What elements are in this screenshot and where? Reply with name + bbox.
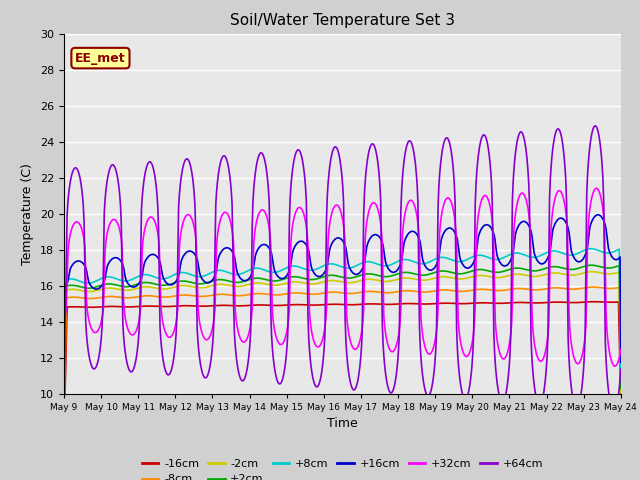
+2cm: [127, 283, 135, 289]
-16cm: [214, 302, 221, 308]
Line: +32cm: +32cm: [64, 188, 621, 446]
-2cm: [426, 276, 434, 282]
+64cm: [426, 390, 434, 396]
Line: +16cm: +16cm: [64, 215, 621, 384]
+16cm: [617, 360, 625, 365]
+64cm: [60, 451, 68, 456]
+2cm: [60, 398, 68, 404]
Line: +64cm: +64cm: [64, 126, 621, 454]
+2cm: [214, 277, 221, 283]
+32cm: [60, 444, 68, 449]
-16cm: [184, 303, 192, 309]
+64cm: [70, 166, 78, 172]
Line: -8cm: -8cm: [64, 287, 621, 436]
Line: -16cm: -16cm: [64, 302, 621, 440]
-8cm: [617, 380, 625, 386]
-8cm: [589, 284, 596, 290]
+16cm: [426, 267, 434, 273]
+8cm: [214, 268, 221, 274]
+8cm: [410, 259, 418, 264]
Legend: -16cm, -8cm, -2cm, +2cm, +8cm, +16cm, +32cm, +64cm: -16cm, -8cm, -2cm, +2cm, +8cm, +16cm, +3…: [138, 455, 547, 480]
+2cm: [410, 271, 418, 276]
+16cm: [184, 249, 192, 254]
+32cm: [426, 351, 434, 357]
-8cm: [410, 288, 418, 294]
+32cm: [410, 201, 418, 207]
-16cm: [410, 301, 418, 307]
+8cm: [617, 376, 625, 382]
-8cm: [426, 289, 434, 295]
+64cm: [184, 156, 192, 162]
+16cm: [70, 260, 78, 266]
+2cm: [70, 283, 78, 288]
+8cm: [60, 395, 68, 400]
Line: -2cm: -2cm: [64, 272, 621, 404]
X-axis label: Time: Time: [327, 417, 358, 430]
+32cm: [592, 185, 600, 191]
-16cm: [127, 304, 135, 310]
+16cm: [594, 212, 602, 218]
+32cm: [70, 221, 78, 227]
-16cm: [617, 401, 625, 407]
+8cm: [587, 246, 595, 252]
-2cm: [184, 283, 192, 289]
Title: Soil/Water Temperature Set 3: Soil/Water Temperature Set 3: [230, 13, 455, 28]
-8cm: [60, 433, 68, 439]
+32cm: [184, 212, 192, 217]
Line: +8cm: +8cm: [64, 249, 621, 397]
-2cm: [588, 269, 596, 275]
Text: EE_met: EE_met: [75, 51, 126, 65]
-16cm: [591, 299, 598, 305]
+8cm: [184, 271, 192, 276]
-2cm: [214, 282, 221, 288]
-8cm: [184, 292, 192, 298]
+64cm: [127, 369, 135, 375]
-8cm: [70, 294, 78, 300]
+64cm: [591, 123, 599, 129]
+16cm: [60, 381, 68, 386]
-8cm: [127, 295, 135, 300]
-2cm: [127, 287, 135, 293]
+16cm: [214, 262, 221, 267]
+64cm: [410, 151, 418, 156]
-2cm: [70, 287, 78, 292]
+32cm: [214, 234, 221, 240]
+32cm: [617, 347, 625, 352]
Y-axis label: Temperature (C): Temperature (C): [22, 163, 35, 264]
Line: +2cm: +2cm: [64, 265, 621, 401]
+8cm: [70, 276, 78, 282]
+8cm: [426, 259, 434, 264]
+64cm: [617, 367, 625, 372]
-16cm: [70, 304, 78, 310]
-16cm: [426, 301, 434, 307]
+2cm: [617, 386, 625, 392]
+2cm: [426, 271, 434, 277]
+16cm: [410, 229, 418, 235]
+32cm: [127, 332, 135, 337]
+8cm: [127, 277, 135, 283]
+64cm: [214, 180, 221, 186]
-2cm: [410, 276, 418, 282]
+2cm: [588, 262, 595, 268]
-2cm: [60, 401, 68, 407]
-16cm: [60, 437, 68, 443]
-8cm: [214, 292, 221, 298]
-2cm: [617, 390, 625, 396]
+2cm: [184, 279, 192, 285]
+16cm: [127, 284, 135, 289]
